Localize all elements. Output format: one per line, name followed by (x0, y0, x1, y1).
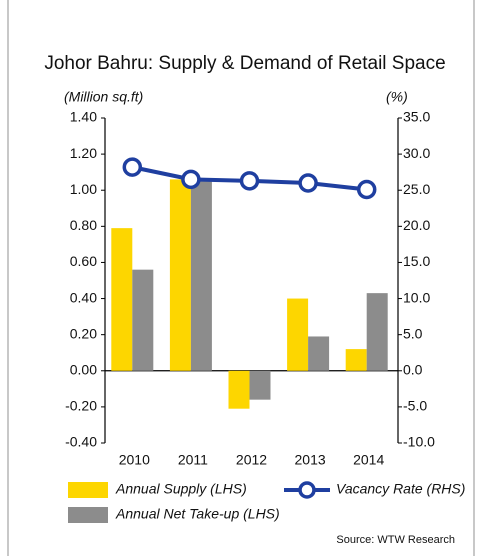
bar (169, 179, 191, 371)
legend-label: Vacancy Rate (RHS) (336, 481, 465, 497)
legend-label: Annual Net Take-up (LHS) (115, 506, 280, 522)
x-tick-label: 2012 (236, 452, 267, 468)
bar (228, 370, 250, 409)
bar (308, 336, 330, 371)
line-marker (298, 173, 318, 193)
legend-label: Annual Supply (LHS) (115, 481, 247, 497)
y-tick-label: 0.40 (70, 289, 97, 305)
y-tick-label: 1.40 (70, 109, 97, 125)
bar (287, 298, 309, 371)
line-marker (356, 179, 377, 200)
y-tick-label: 0.80 (70, 217, 97, 233)
x-tick-label: 2011 (178, 452, 208, 468)
x-tick-label: 2010 (119, 452, 150, 468)
bar (366, 293, 388, 371)
y2-tick-label: -5.0 (403, 398, 427, 414)
y-tick-label: 0.20 (70, 325, 97, 341)
bar (190, 181, 212, 371)
bar (111, 228, 133, 371)
y-tick-label: 1.00 (70, 181, 97, 197)
y-tick-label: 1.20 (70, 145, 97, 161)
y-tick-label: 0.60 (70, 253, 97, 269)
y2-tick-label: 25.0 (403, 181, 430, 197)
y2-tick-label: 0.0 (403, 361, 423, 377)
bar (132, 269, 154, 371)
chart-title: Johor Bahru: Supply & Demand of Retail S… (44, 53, 445, 74)
legend-swatch (68, 482, 108, 498)
legend-swatch (68, 507, 108, 523)
y2-tick-label: 5.0 (403, 325, 423, 341)
bar (249, 370, 271, 400)
y-axis-label: (Million sq.ft) (64, 89, 143, 105)
x-tick-label: 2014 (353, 452, 384, 468)
bar (345, 349, 367, 371)
y2-tick-label: 15.0 (403, 253, 430, 269)
line-marker (122, 157, 143, 177)
y-tick-label: -0.40 (65, 434, 97, 450)
frame (7, 0, 475, 556)
y2-tick-label: -10.0 (403, 434, 435, 450)
y2-tick-label: 10.0 (403, 289, 430, 305)
line-marker (181, 169, 201, 190)
legend-marker (298, 481, 316, 499)
y2-axis-label: (%) (386, 89, 408, 105)
source: Source: WTW Research (336, 534, 455, 546)
y-tick-label: -0.20 (65, 398, 97, 414)
y2-tick-label: 35.0 (403, 109, 430, 125)
y2-tick-label: 20.0 (403, 217, 430, 233)
y-tick-label: 0.00 (70, 361, 97, 377)
x-tick-label: 2013 (295, 452, 326, 468)
y2-tick-label: 30.0 (403, 145, 430, 161)
line-marker (239, 171, 260, 191)
